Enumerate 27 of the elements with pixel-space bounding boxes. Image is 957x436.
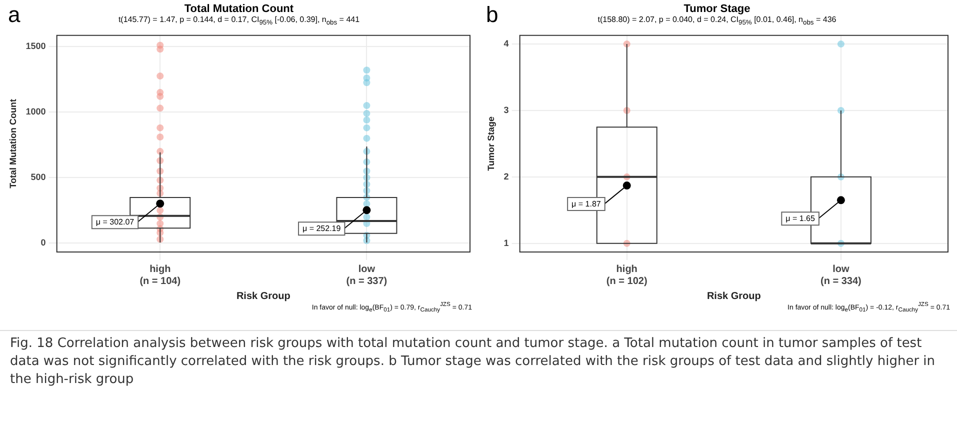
chart-subtitle: t(145.77) = 1.47, p = 0.144, d = 0.17, CI$_{95%}$ [-0.06, 0.39], n$_{obs}$ = 441 bbox=[118, 15, 360, 27]
y-tick-label: 1000 bbox=[26, 106, 46, 117]
x-axis-title: Risk Group bbox=[236, 290, 290, 302]
y-tick-label: 2 bbox=[504, 171, 509, 182]
annotation: μ = 1.65 bbox=[786, 214, 816, 223]
y-tick-label: 500 bbox=[30, 172, 46, 182]
y-axis-title: Tumor Stage bbox=[486, 116, 496, 171]
chart-title: Total Mutation Count bbox=[184, 3, 294, 15]
y-tick-label: 3 bbox=[504, 104, 509, 115]
chart-subtitle: t(158.80) = 2.07, p = 0.040, d = 0.24, CI$_{95%}$ [0.01, 0.46], n$_{obs}$ = 436 bbox=[598, 15, 836, 27]
text: a bbox=[8, 2, 20, 28]
y-tick-label: 0 bbox=[40, 238, 46, 248]
annotation: μ = 1.87 bbox=[572, 199, 602, 208]
caption: Fig. 18 Correlation analysis between risk groups with total mutation count and tumor stage. a Total mutation count in tumor samples of test data was not significantly correlated with the risk groups. b Tumor stage was correlated with the risk groups of test data and slightly higher in the high-risk group bbox=[10, 335, 936, 389]
x-axis-title: Risk Group bbox=[706, 290, 761, 302]
x-tick-label: low (n = 334) bbox=[820, 264, 862, 287]
text: b bbox=[486, 2, 498, 28]
chart-title: Tumor Stage bbox=[684, 3, 750, 15]
y-tick-label: 1 bbox=[504, 238, 509, 248]
x-tick-label: high (n = 104) bbox=[140, 264, 181, 287]
x-tick-label: low (n = 337) bbox=[346, 264, 388, 287]
x-tick-label: high (n = 102) bbox=[606, 264, 648, 287]
y-tick-label: 4 bbox=[504, 38, 509, 49]
annotation: μ = 302.07 bbox=[96, 217, 135, 226]
y-tick-label: 1500 bbox=[26, 41, 46, 52]
y-axis-title: Total Mutation Count bbox=[8, 99, 18, 188]
annotation: μ = 252.19 bbox=[302, 224, 342, 233]
